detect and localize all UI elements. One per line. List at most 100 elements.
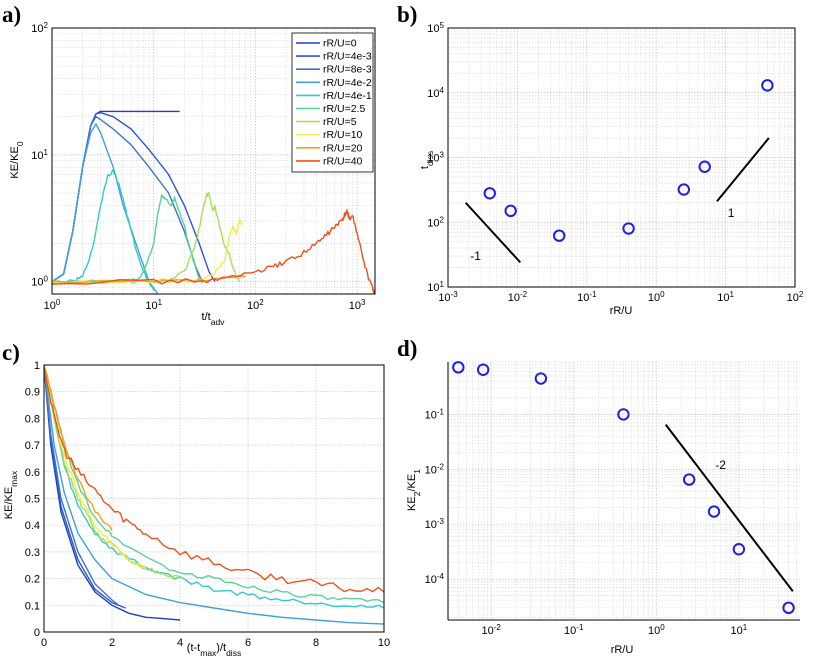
data-point (552, 229, 566, 242)
slope-line (716, 137, 770, 203)
legend-entry: rR/U=20 (323, 142, 363, 154)
slope-line (664, 424, 794, 592)
legend-entry: rR/U=40 (323, 155, 363, 167)
y-tick-label: 105 (427, 21, 444, 36)
panel-label-d: d) (397, 336, 417, 361)
y-tick-label: 10-2 (425, 462, 445, 477)
plot-frame (43, 364, 385, 633)
data-point (761, 79, 774, 92)
y-tick-label: 0.5 (25, 494, 40, 506)
x-tick-label: 0 (41, 637, 47, 649)
y-tick-label: 102 (427, 215, 444, 230)
x-axis-label: t/tadv (202, 311, 226, 327)
y-tick-label: 0.9 (25, 387, 40, 399)
x-tick-label: 8 (313, 637, 319, 649)
y-tick-label: 10-4 (425, 572, 445, 587)
y-tick-label: 0.7 (25, 440, 40, 452)
x-axis-label: rR/U (610, 305, 633, 317)
data-point (782, 601, 795, 615)
y-tick-label: 10-3 (425, 517, 445, 532)
x-tick-label: 100 (648, 623, 665, 638)
x-tick-label: 10-1 (564, 623, 584, 638)
data-point (476, 363, 490, 376)
panel-label-b: b) (397, 2, 417, 27)
x-tick-label: 4 (177, 637, 183, 649)
series-line-rR/U=4e-3 (44, 365, 126, 609)
x-axis-label: (t-tmax)/tdiss (187, 642, 241, 658)
x-tick-label: 10 (378, 637, 390, 649)
plot-frame (51, 27, 376, 295)
legend: rR/U=0rR/U=4e-3rR/U=8e-3rR/U=4e-2rR/U=4e… (291, 32, 374, 173)
legend-entry: rR/U=5 (323, 116, 357, 128)
panel-label-c: c) (2, 340, 20, 365)
series-group (44, 365, 384, 625)
data-point (617, 408, 630, 421)
x-tick-label: 101 (145, 298, 162, 313)
series-line-rR/U=4e-2 (44, 365, 384, 625)
y-axis-label: KE2/KE1 (406, 469, 422, 511)
plot-frame (447, 27, 796, 288)
y-tick-label: 104 (427, 85, 444, 100)
data-point (677, 183, 691, 196)
y-tick-label: 101 (31, 147, 48, 162)
x-tick-label: 10-3 (438, 290, 458, 305)
legend-entry: rR/U=4e-3 (323, 51, 372, 63)
x-tick-label: 10-2 (481, 623, 501, 638)
legend-entry: rR/U=4e-2 (323, 77, 372, 89)
legend-entry: rR/U=10 (323, 129, 363, 141)
data-point (534, 372, 548, 385)
legend-entry: rR/U=8e-3 (323, 64, 372, 76)
x-tick-label: 6 (245, 637, 251, 649)
data-point (483, 187, 496, 200)
data-point (504, 204, 517, 218)
series-line-rR/U=40 (52, 209, 375, 294)
series-line-rR/U=2.5 (52, 193, 203, 284)
series-line-rR/U=4e-2 (52, 123, 159, 294)
legend-entry: rR/U=4e-1 (323, 90, 372, 102)
slope-label: -1 (470, 249, 481, 263)
y-tick-label: 0.3 (25, 547, 40, 559)
panel-b: -1 1 10-3 10-2 10-1 100 101 102 101 102 103 104 105 r… (397, 2, 804, 317)
x-axis-label: rR/U (611, 644, 634, 656)
series-line-rR/U=20 (44, 365, 113, 531)
x-tick-label: 101 (717, 290, 734, 305)
x-tick-label: 100 (648, 290, 665, 305)
series-group (52, 110, 375, 294)
y-tick-label: 1 (34, 360, 40, 372)
x-tick-label: 101 (731, 623, 748, 638)
data-point (452, 361, 465, 374)
x-tick-label: 102 (787, 290, 804, 305)
y-tick-label: 0.2 (25, 574, 40, 586)
y-tick-label: 100 (31, 274, 48, 289)
x-tick-label: 100 (44, 298, 61, 313)
data-point (698, 160, 711, 173)
x-tick-label: 102 (247, 298, 264, 313)
slope-line (464, 202, 522, 264)
panel-c: 0 2 4 6 8 10 0 0.1 0.2 0.3 0.4 0.5 0.6 0.7 0.8 0.9 1 (t-t… (2, 340, 390, 658)
slope-label: 1 (728, 206, 735, 220)
y-tick-label: 0.6 (25, 467, 40, 479)
x-tick-label: 103 (349, 298, 366, 313)
panel-a: 100 101 102 103 100 101 102 t/tadv KE/KE0 a) rR/U=… (2, 2, 376, 327)
y-tick-label: 101 (427, 280, 444, 295)
y-axis-label: tdiss (419, 151, 435, 169)
series-line-rR/U=2.5 (44, 366, 384, 604)
series-line-rR/U=5 (44, 365, 181, 580)
panel-label-a: a) (2, 2, 21, 27)
x-tick-label: 2 (109, 637, 115, 649)
x-tick-label: 10-2 (508, 290, 528, 305)
data-point (622, 222, 635, 235)
y-axis-label: KE/KEmax (3, 470, 19, 519)
data-point (732, 543, 746, 556)
y-tick-label: 102 (31, 21, 48, 36)
y-tick-label: 0 (34, 627, 40, 639)
legend-entry: rR/U=0 (323, 38, 357, 50)
slope-label: -2 (715, 458, 726, 472)
y-tick-label: 0.4 (25, 520, 40, 532)
legend-entry: rR/U=2.5 (323, 103, 365, 115)
data-point (682, 473, 696, 486)
series-line-rR/U=4e-1 (44, 365, 384, 609)
y-tick-label: 103 (427, 150, 444, 165)
panel-d: -2 10-2 10-1 100 101 10-4 10-3 10-2 10-1 rR/U KE2/… (397, 336, 800, 656)
